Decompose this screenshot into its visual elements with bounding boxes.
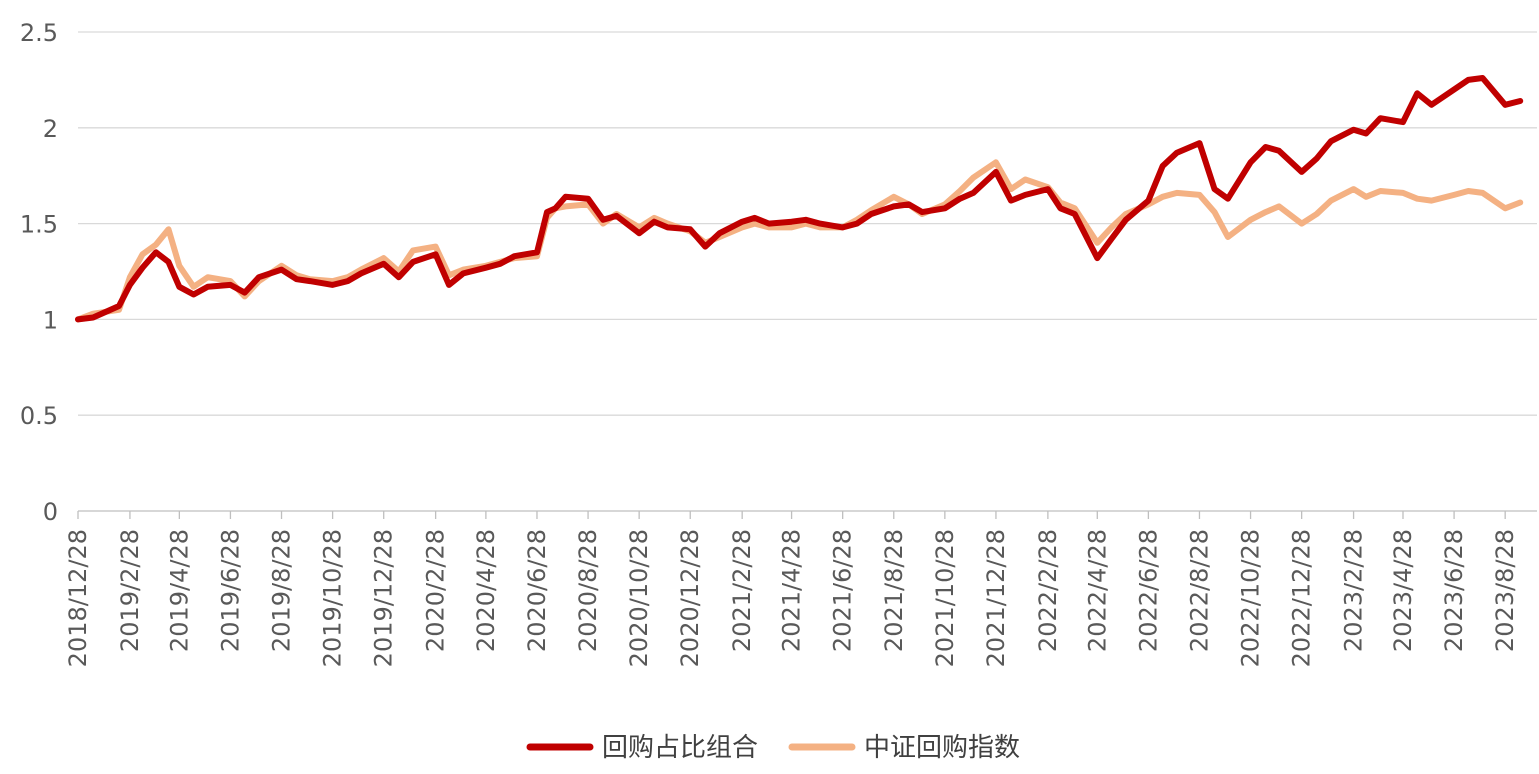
x-tick-label-0: 2018/12/28 xyxy=(64,529,92,667)
y-tick-label-3: 1.5 xyxy=(20,211,58,239)
legend-label-1: 中证回购指数 xyxy=(864,733,1020,763)
x-tick-label-14: 2021/4/28 xyxy=(778,529,806,652)
x-tick-label-25: 2023/2/28 xyxy=(1340,529,1368,652)
y-tick-label-4: 2 xyxy=(43,115,58,143)
x-tick-label-11: 2020/10/28 xyxy=(625,529,653,667)
x-tick-label-18: 2021/12/28 xyxy=(982,529,1010,667)
y-tick-label-0: 0 xyxy=(43,498,58,526)
x-tick-label-12: 2020/12/28 xyxy=(676,529,704,667)
x-tick-label-7: 2020/2/28 xyxy=(422,529,450,652)
x-tick-label-24: 2022/12/28 xyxy=(1288,529,1316,667)
x-tick-label-9: 2020/6/28 xyxy=(523,529,551,652)
y-tick-label-5: 2.5 xyxy=(20,19,58,47)
x-tick-label-16: 2021/8/28 xyxy=(880,529,908,652)
x-tick-label-15: 2021/6/28 xyxy=(829,529,857,652)
y-axis-ticks: 0 0.5 1 1.5 2 2.5 xyxy=(20,19,58,526)
x-tick-label-20: 2022/4/28 xyxy=(1083,529,1111,652)
x-tick-label-19: 2022/2/28 xyxy=(1034,529,1062,652)
series-line-0 xyxy=(75,75,1524,323)
series-line-1 xyxy=(75,159,1524,323)
x-axis: 2018/12/28 2019/2/28 2019/4/28 2019/6/28 201… xyxy=(64,511,1519,667)
x-tick-label-13: 2021/2/28 xyxy=(728,529,756,652)
x-tick-label-8: 2020/4/28 xyxy=(472,529,500,652)
x-tick-label-4: 2019/8/28 xyxy=(268,529,296,652)
gridlines xyxy=(78,31,1537,512)
y-tick-label-2: 1 xyxy=(43,306,58,334)
x-tick-label-23: 2022/10/28 xyxy=(1237,529,1265,667)
x-tick-label-26: 2023/4/28 xyxy=(1389,529,1417,652)
legend-item-1[interactable]: 中证回购指数 xyxy=(788,733,1020,763)
x-tick-label-27: 2023/6/28 xyxy=(1440,529,1468,652)
x-tick-label-28: 2023/8/28 xyxy=(1491,529,1519,652)
x-tick-label-21: 2022/6/28 xyxy=(1134,529,1162,652)
legend-item-0[interactable]: 回购占比组合 xyxy=(526,733,758,763)
y-tick-label-1: 0.5 xyxy=(20,402,58,430)
x-tick-label-5: 2019/10/28 xyxy=(319,529,347,667)
legend-label-0: 回购占比组合 xyxy=(602,733,758,763)
x-tick-label-2: 2019/4/28 xyxy=(165,529,193,652)
x-tick-label-17: 2021/10/28 xyxy=(931,529,959,667)
x-tick-label-3: 2019/6/28 xyxy=(216,529,244,652)
legend: 回购占比组合 中证回购指数 xyxy=(526,733,1020,763)
x-tick-label-22: 2022/8/28 xyxy=(1185,529,1213,652)
x-tick-label-10: 2020/8/28 xyxy=(574,529,602,652)
x-tick-label-1: 2019/2/28 xyxy=(116,529,144,652)
x-tick-label-6: 2019/12/28 xyxy=(370,529,398,667)
series-lines xyxy=(75,75,1524,323)
